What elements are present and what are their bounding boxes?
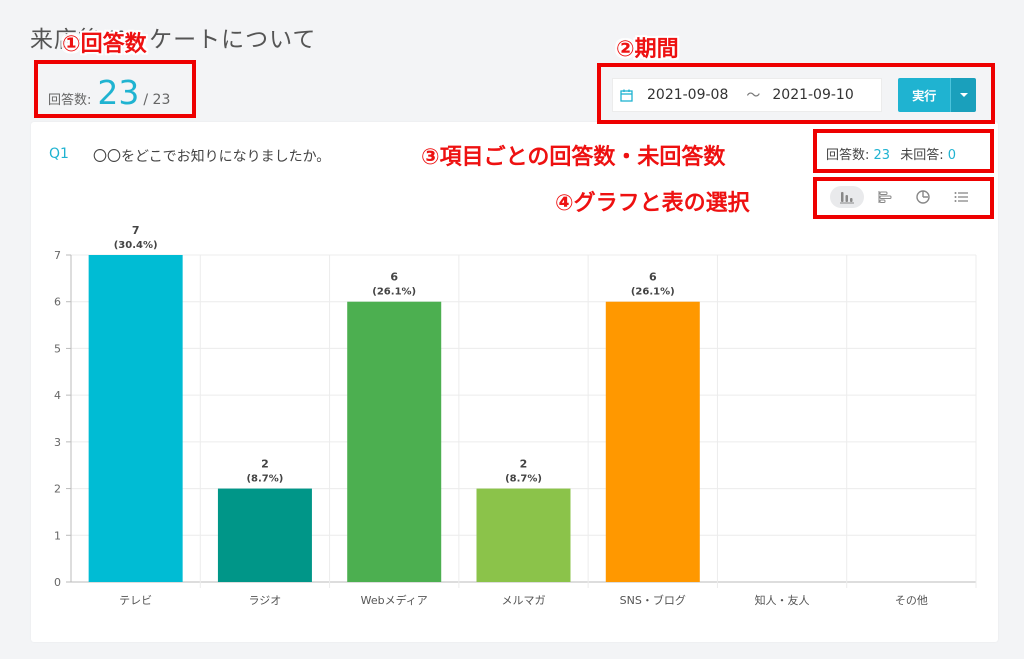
bar [217, 488, 312, 582]
category-label: SNS・ブログ [620, 593, 686, 607]
total-responses: 回答数: 23 / 23 [48, 76, 170, 109]
responses-total: / 23 [143, 92, 171, 108]
view-switcher [830, 186, 978, 208]
bar [476, 488, 571, 582]
category-label: ラジオ [249, 594, 282, 607]
y-tick-label: 3 [54, 436, 61, 449]
question-text: 〇〇をどこでお知りになりましたか。 [93, 149, 331, 165]
bar-chart-icon [840, 192, 854, 204]
y-tick-label: 6 [54, 296, 61, 309]
bar-percent-label: (30.4%) [114, 240, 158, 251]
list-icon [954, 192, 968, 202]
bar-percent-label: (26.1%) [372, 287, 416, 298]
bar-value-label: 2 [520, 458, 528, 471]
annotation-label-view: ④グラフと表の選択 [555, 191, 750, 216]
period-selector: 2021-09-08 〜 2021-09-10 実行 [612, 77, 976, 113]
run-options-button[interactable] [950, 78, 976, 112]
answered-label: 回答数: [826, 148, 870, 163]
y-tick-label: 5 [54, 342, 61, 355]
unanswered-count: 0 [947, 148, 957, 163]
end-date[interactable]: 2021-09-10 [772, 87, 854, 103]
annotation-frame-view [813, 177, 994, 219]
y-tick-label: 1 [54, 529, 61, 542]
run-button[interactable]: 実行 [898, 78, 951, 112]
responses-label: 回答数: [48, 93, 92, 108]
chevron-down-icon [959, 93, 968, 97]
pie-chart-icon [916, 190, 930, 204]
bar-percent-label: (8.7%) [505, 474, 542, 485]
y-tick-label: 0 [54, 576, 61, 589]
y-tick-label: 4 [54, 389, 61, 402]
annotation-frame-period [597, 63, 995, 124]
bar-value-label: 2 [261, 458, 269, 471]
question-id: Q1 [49, 146, 69, 162]
y-tick-label: 7 [54, 249, 61, 262]
bar-percent-label: (26.1%) [631, 287, 675, 298]
page-title: 来店後アンケートについて [30, 27, 317, 53]
category-label: 知人・友人 [755, 593, 810, 607]
start-date[interactable]: 2021-09-08 [647, 87, 729, 103]
annotation-label-responses: ①回答数 [62, 32, 147, 57]
y-tick-label: 2 [54, 483, 61, 496]
question-stats: 回答数: 23 未回答: 0 [826, 144, 956, 163]
view-horizontal-bar-button[interactable] [868, 186, 902, 208]
answered-count: 23 [873, 148, 891, 163]
horizontal-bar-icon [878, 191, 892, 203]
bar-value-label: 6 [649, 271, 657, 284]
date-range-field[interactable]: 2021-09-08 〜 2021-09-10 [612, 78, 883, 112]
view-bar-chart-button[interactable] [830, 186, 864, 208]
annotation-label-period: ②期間 [616, 37, 679, 62]
annotation-label-stats: ③項目ごとの回答数・未回答数 [421, 145, 726, 170]
annotation-frame-stats [813, 129, 994, 173]
date-separator: 〜 [746, 88, 761, 104]
responses-count: 23 [97, 73, 140, 112]
calendar-icon[interactable] [619, 88, 633, 102]
view-pie-chart-button[interactable] [906, 186, 940, 208]
bar-value-label: 7 [132, 224, 140, 237]
unanswered-label: 未回答: [900, 148, 944, 163]
category-label: Webメディア [361, 593, 428, 607]
view-list-button[interactable] [944, 186, 978, 208]
category-label: その他 [895, 594, 928, 607]
category-label: テレビ [119, 594, 152, 607]
bar [88, 255, 183, 582]
annotation-frame-responses [34, 60, 196, 118]
category-label: メルマガ [502, 594, 546, 607]
bar-value-label: 6 [390, 271, 398, 284]
bar [605, 301, 700, 582]
bar [347, 301, 442, 582]
bar-percent-label: (8.7%) [246, 474, 283, 485]
